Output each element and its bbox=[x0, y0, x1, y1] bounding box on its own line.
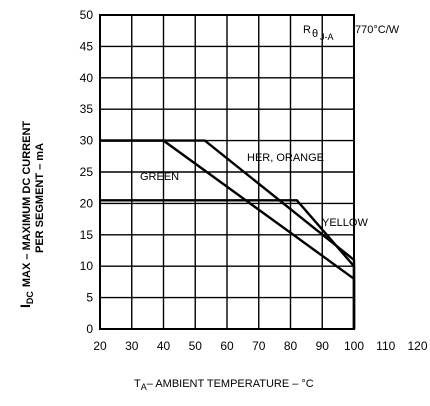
x-tick-label-120: 120 bbox=[407, 339, 427, 353]
x-tick-label-50: 50 bbox=[189, 339, 203, 353]
x-tick-label-60: 60 bbox=[220, 339, 234, 353]
y-tick-label-5: 5 bbox=[86, 291, 93, 305]
series-line-yellow bbox=[100, 199, 356, 329]
y-label-subscript: DC bbox=[25, 291, 35, 304]
y-axis-label: IDC MAX – MAXIMUM DC CURRENT PER SEGMENT … bbox=[17, 121, 46, 308]
x-tick-label-100: 100 bbox=[344, 339, 364, 353]
y-label-text: MAX – MAXIMUM DC CURRENT bbox=[21, 121, 33, 288]
annotation-r: R bbox=[303, 24, 311, 36]
y-axis-ticks: 0 5 10 15 20 25 30 35 40 45 50 bbox=[80, 8, 94, 336]
grid-lines bbox=[100, 15, 354, 329]
series-label-her-orange: HER, ORANGE bbox=[247, 152, 324, 164]
x-tick-label-90: 90 bbox=[316, 339, 330, 353]
y-tick-label-30: 30 bbox=[80, 134, 94, 148]
x-label-symbol: T bbox=[134, 378, 141, 390]
annotation-value: 770°C/W bbox=[355, 24, 400, 36]
x-label-text: – AMBIENT TEMPERATURE – °C bbox=[147, 378, 314, 390]
x-tick-label-20: 20 bbox=[93, 339, 107, 353]
thermal-resistance-annotation: R θ J-A 770°C/W bbox=[303, 24, 400, 42]
y-tick-label-40: 40 bbox=[80, 71, 94, 85]
y-tick-label-45: 45 bbox=[80, 39, 94, 53]
y-tick-label-10: 10 bbox=[80, 259, 94, 273]
x-axis-label: TA– AMBIENT TEMPERATURE – °C bbox=[134, 378, 314, 392]
annotation-subscript: J-A bbox=[320, 32, 334, 42]
y-tick-label-35: 35 bbox=[80, 102, 94, 116]
y-label-symbol: I bbox=[17, 304, 33, 308]
series-label-yellow: YELLOW bbox=[322, 217, 368, 229]
x-tick-label-30: 30 bbox=[125, 339, 139, 353]
y-tick-label-20: 20 bbox=[80, 196, 94, 210]
x-label-subscript: A bbox=[141, 382, 147, 392]
y-tick-label-25: 25 bbox=[80, 165, 94, 179]
y-tick-label-50: 50 bbox=[80, 8, 94, 22]
plot-frame bbox=[99, 14, 355, 330]
y-tick-label-0: 0 bbox=[86, 322, 93, 336]
y-label-line1: IDC MAX – MAXIMUM DC CURRENT bbox=[17, 121, 35, 308]
annotation-theta: θ bbox=[312, 28, 318, 40]
x-axis-ticks: 20 30 40 50 60 70 80 90 100 110 120 bbox=[93, 339, 428, 353]
series-lines bbox=[100, 139, 356, 329]
x-tick-label-70: 70 bbox=[252, 339, 266, 353]
series-label-green: GREEN bbox=[140, 171, 179, 183]
x-tick-label-80: 80 bbox=[284, 339, 298, 353]
x-tick-label-40: 40 bbox=[157, 339, 171, 353]
x-tick-label-110: 110 bbox=[376, 339, 395, 353]
y-tick-label-15: 15 bbox=[80, 228, 94, 242]
y-label-line2: PER SEGMENT – mA bbox=[34, 143, 46, 253]
